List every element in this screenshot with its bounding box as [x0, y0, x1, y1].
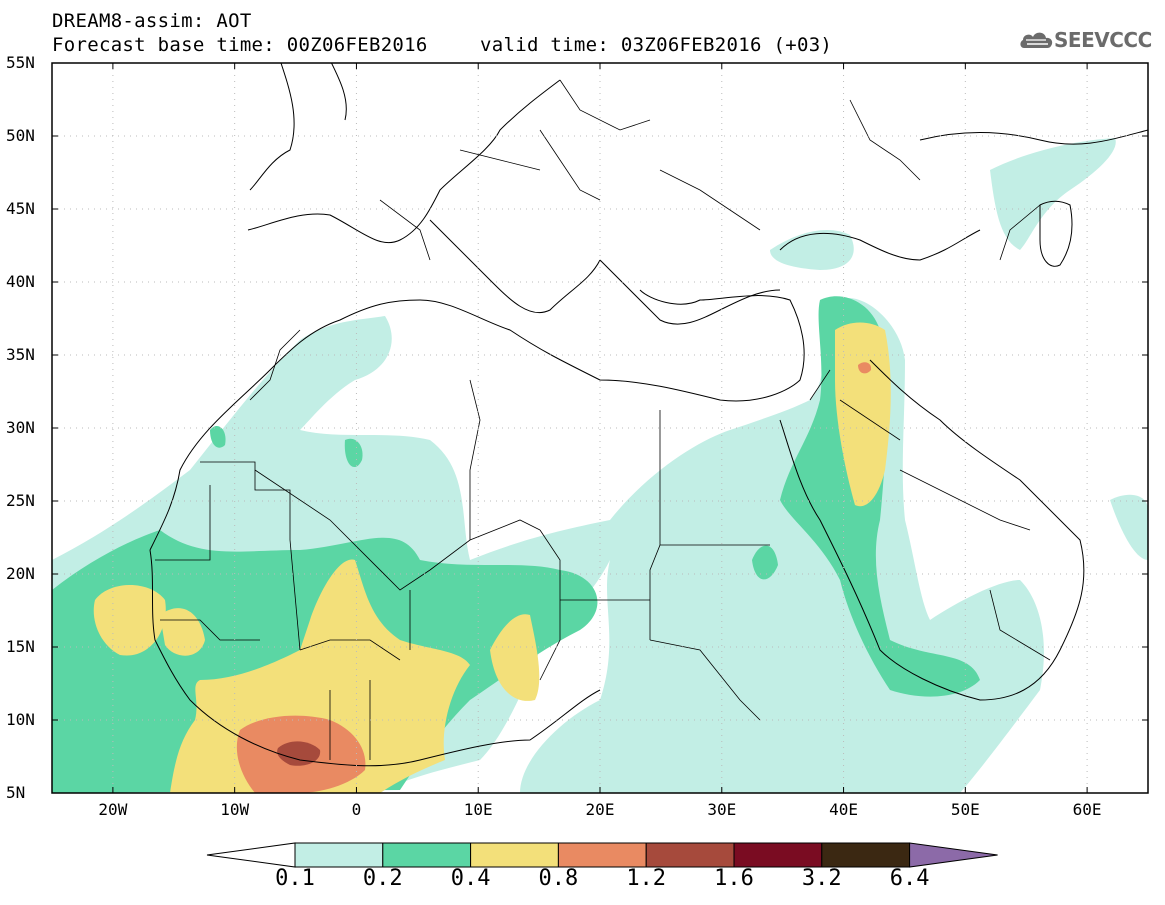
logo-text: SEEVCCC [1054, 28, 1152, 52]
colorbar-label: 0.8 [538, 866, 579, 891]
lat-label: 5N [6, 783, 26, 802]
colorbar-bin [821, 842, 911, 868]
colorbar-label: 6.4 [889, 866, 930, 891]
lat-label: 30N [6, 418, 35, 437]
lon-label: 20E [585, 800, 615, 819]
lat-label: 45N [6, 199, 35, 218]
axis-ticks [52, 62, 1148, 794]
lon-label: 40E [829, 800, 858, 819]
colorbar-label: 0.2 [362, 866, 403, 891]
lat-label: 15N [6, 637, 35, 656]
colorbar-bin [557, 842, 647, 868]
lat-label: 10N [6, 710, 35, 729]
lon-label: 60E [1072, 800, 1102, 819]
coastlines [149, 63, 1148, 767]
lat-label: 50N [6, 126, 35, 145]
lat-label: 40N [6, 272, 35, 291]
base-time-label: Forecast base time: 00Z06FEB2016 [52, 34, 428, 56]
lat-label: 55N [6, 53, 35, 72]
lon-label: 30E [707, 800, 737, 819]
colorbar-bin [733, 842, 823, 868]
lon-label: 50E [950, 800, 980, 819]
lon-label: 20W [98, 800, 128, 819]
lon-label: 10E [463, 800, 493, 819]
colorbar [206, 842, 998, 868]
lat-label: 35N [6, 345, 35, 364]
colorbar-bin [294, 842, 384, 868]
aot-1.2-1.6-field [277, 741, 321, 766]
colorbar-bin [645, 842, 735, 868]
colorbar-label: 1.2 [626, 866, 667, 891]
lon-label: 0 [351, 800, 362, 819]
colorbar-label: 0.4 [450, 866, 491, 891]
colorbar-bin [382, 842, 472, 868]
valid-time-label: valid time: 03Z06FEB2016 (+03) [480, 34, 833, 56]
colorbar-label: 0.1 [275, 866, 315, 891]
colorbar-bin [470, 842, 559, 868]
lat-label: 20N [6, 564, 35, 583]
colorbar-under-triangle [206, 842, 296, 868]
lon-label: 10W [220, 800, 250, 819]
seevccc-cloud-logo-icon [1020, 32, 1053, 48]
colorbar-over-triangle [909, 842, 998, 868]
country-borders [155, 79, 1051, 760]
colorbar-label: 1.6 [714, 866, 754, 891]
colorbar-label: 3.2 [801, 866, 842, 891]
lat-label: 25N [6, 491, 35, 510]
chart-title: DREAM8-assim: AOT [52, 10, 252, 32]
